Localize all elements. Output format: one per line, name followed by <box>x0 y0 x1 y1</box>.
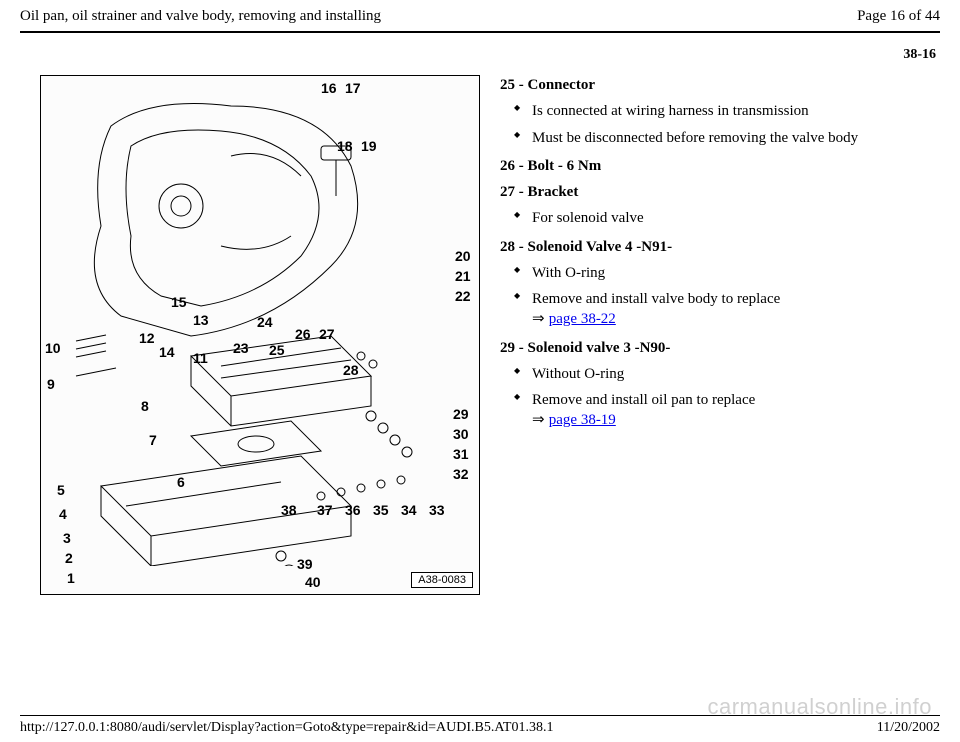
diagram-callout: 32 <box>453 466 469 482</box>
diagram-callout: 38 <box>281 502 297 518</box>
item-heading: 26 - Bolt - 6 Nm <box>500 156 932 176</box>
diagram-callout: 17 <box>345 80 361 96</box>
diagram-callout: 19 <box>361 138 377 154</box>
bullet-text: With O-ring <box>532 265 605 281</box>
diagram-callout: 16 <box>321 80 337 96</box>
diagram-callout: 20 <box>455 248 471 264</box>
item-bullets: Without O-ring Remove and install oil pan… <box>500 364 932 431</box>
item-bullets: Is connected at wiring harness in transm… <box>500 101 932 148</box>
footer-date: 11/20/2002 <box>877 720 940 736</box>
diagram-callout: 14 <box>159 344 175 360</box>
footer-url: http://127.0.0.1:8080/audi/servlet/Displ… <box>20 720 553 736</box>
diagram-callout: 37 <box>317 502 333 518</box>
bullet-text: Remove and install valve body to replace <box>532 291 780 307</box>
diagram-callout: 18 <box>337 138 353 154</box>
diagram-callout: 10 <box>45 340 61 356</box>
bullet-item: For solenoid valve <box>518 208 932 228</box>
parts-list: 25 - Connector Is connected at wiring har… <box>500 75 940 595</box>
bullet-item: Remove and install valve body to replace… <box>518 289 932 330</box>
item-heading: 27 - Bracket <box>500 182 932 202</box>
diagram-callout: 26 <box>295 326 311 342</box>
diagram-id-label: A38-0083 <box>411 572 473 588</box>
page-link[interactable]: page 38-22 <box>549 311 616 327</box>
diagram-callout: 4 <box>59 506 67 522</box>
diagram-callout: 23 <box>233 340 249 356</box>
bullet-item: With O-ring <box>518 263 932 283</box>
diagram-callout: 29 <box>453 406 469 422</box>
bullet-item: Without O-ring <box>518 364 932 384</box>
diagram-callout: 27 <box>319 326 335 342</box>
item-heading: 25 - Connector <box>500 75 932 95</box>
diagram-callout: 25 <box>269 342 285 358</box>
diagram-callout: 35 <box>373 502 389 518</box>
page-number: Page 16 of 44 <box>857 8 940 25</box>
item-bullets: With O-ring Remove and install valve body… <box>500 263 932 330</box>
page-link[interactable]: page 38-19 <box>549 412 616 428</box>
diagram-callout: 22 <box>455 288 471 304</box>
diagram-callout: 7 <box>149 432 157 448</box>
bullet-item: Is connected at wiring harness in transm… <box>518 101 932 121</box>
diagram-callout: 9 <box>47 376 55 392</box>
diagram-callout: 36 <box>345 502 361 518</box>
arrow-icon: ⇒ <box>532 310 549 327</box>
item-heading: 28 - Solenoid Valve 4 -N91- <box>500 237 932 257</box>
diagram-callout: 13 <box>193 312 209 328</box>
diagram-callout: 6 <box>177 474 185 490</box>
exploded-diagram: 1617181920212215131214112423252627281098… <box>40 75 480 595</box>
diagram-callout: 11 <box>193 350 208 366</box>
diagram-callout: 28 <box>343 362 359 378</box>
bullet-text: Without O-ring <box>532 366 624 382</box>
item-heading: 29 - Solenoid valve 3 -N90- <box>500 338 932 358</box>
diagram-callout: 33 <box>429 502 445 518</box>
diagram-callout: 40 <box>305 574 321 590</box>
bullet-item: Remove and install oil pan to replace ⇒ … <box>518 390 932 431</box>
footer-rule <box>20 715 940 716</box>
diagram-callout: 8 <box>141 398 149 414</box>
section-number: 38-16 <box>0 33 960 71</box>
bullet-text: For solenoid valve <box>532 210 644 226</box>
diagram-callout: 12 <box>139 330 155 346</box>
diagram-callout: 3 <box>63 530 71 546</box>
bullet-text: Must be disconnected before removing the… <box>532 130 858 146</box>
diagram-callout: 39 <box>297 556 313 572</box>
diagram-callout: 31 <box>453 446 469 462</box>
arrow-icon: ⇒ <box>532 411 549 428</box>
item-bullets: For solenoid valve <box>500 208 932 228</box>
diagram-callout: 24 <box>257 314 273 330</box>
bullet-text: Is connected at wiring harness in transm… <box>532 103 809 119</box>
diagram-callout: 21 <box>455 268 471 284</box>
page-title: Oil pan, oil strainer and valve body, re… <box>20 8 381 25</box>
diagram-callout: 15 <box>171 294 187 310</box>
diagram-callout: 34 <box>401 502 417 518</box>
diagram-callout: 30 <box>453 426 469 442</box>
bullet-text: Remove and install oil pan to replace <box>532 392 755 408</box>
bullet-item: Must be disconnected before removing the… <box>518 128 932 148</box>
diagram-callout: 1 <box>67 570 75 586</box>
diagram-callout: 5 <box>57 482 65 498</box>
diagram-callout: 2 <box>65 550 73 566</box>
